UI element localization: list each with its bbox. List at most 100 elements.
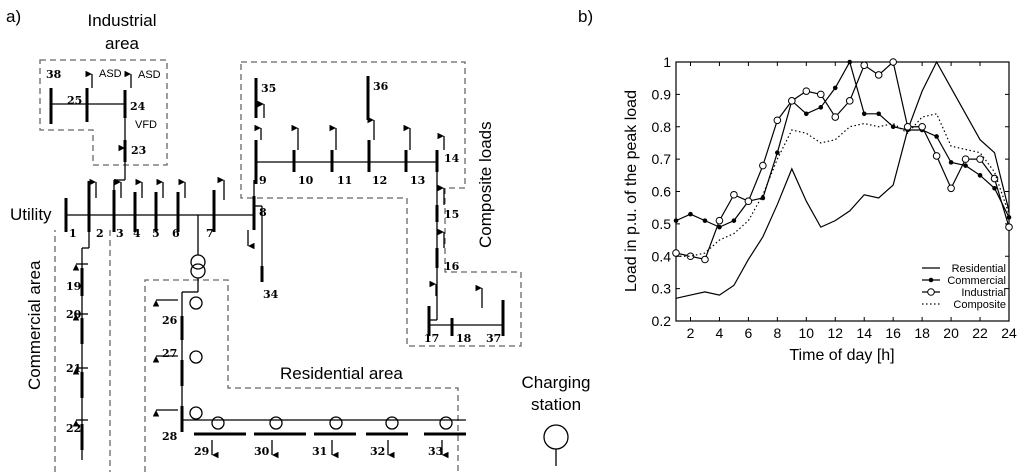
point-industrial bbox=[773, 116, 782, 125]
ev-charger-icon bbox=[189, 406, 203, 420]
asd-label-2: ASD bbox=[138, 69, 161, 81]
ev-charger-icon bbox=[329, 416, 343, 430]
legend-label-composite: Composite bbox=[953, 299, 1006, 311]
y-tick-label: 0.5 bbox=[652, 216, 672, 232]
bus-number-32: 32 bbox=[370, 445, 385, 458]
network-lines bbox=[51, 70, 503, 460]
bus-number-21: 21 bbox=[66, 362, 81, 375]
bus-number-5: 5 bbox=[152, 227, 160, 240]
residential-area-boundary bbox=[144, 279, 459, 472]
transformer-icon-winding bbox=[190, 263, 206, 279]
bus-number-23: 23 bbox=[131, 144, 146, 157]
x-tick-label: 4 bbox=[716, 325, 724, 341]
bus-number-3: 3 bbox=[116, 227, 124, 240]
y-tick-label: 0.2 bbox=[652, 313, 672, 329]
point-industrial bbox=[874, 71, 883, 79]
bus-number-25: 25 bbox=[67, 94, 82, 107]
point-industrial bbox=[947, 184, 955, 193]
legend-label-commercial: Commercial bbox=[947, 275, 1006, 287]
point-industrial bbox=[845, 97, 854, 105]
series-line-industrial bbox=[675, 60, 1010, 261]
bus-number-13: 13 bbox=[410, 174, 425, 187]
point-commercial bbox=[818, 105, 824, 110]
point-industrial bbox=[802, 87, 811, 95]
bus-number-33: 33 bbox=[428, 445, 443, 458]
point-industrial bbox=[831, 113, 840, 121]
charging-station-icon bbox=[543, 424, 569, 450]
point-commercial bbox=[992, 185, 997, 191]
bus-number-7: 7 bbox=[206, 227, 214, 240]
point-industrial bbox=[889, 58, 897, 66]
bus-number-38: 38 bbox=[46, 68, 62, 81]
x-axis-ticks: 2 4 6 8 10 12 14 16 18 20 22 24 bbox=[687, 62, 1017, 341]
panel-a-label: a) bbox=[6, 7, 21, 26]
industrial-area-boundary bbox=[39, 59, 168, 166]
point-industrial bbox=[961, 155, 970, 163]
ev-charger-icon bbox=[439, 416, 453, 430]
point-industrial bbox=[744, 197, 753, 206]
bus-number-30: 30 bbox=[254, 445, 270, 458]
ev-charger-icon bbox=[189, 350, 203, 364]
bus-number-26: 26 bbox=[162, 314, 178, 327]
y-tick-label: 1 bbox=[663, 54, 671, 70]
point-commercial bbox=[688, 211, 693, 217]
load-profile-chart: b) 0.20.30.40.50.60.70.80.91 2 4 6 8 10 12 14 1… bbox=[578, 7, 1017, 364]
point-commercial bbox=[717, 224, 722, 230]
bus-number-29: 29 bbox=[194, 445, 209, 458]
x-tick-label: 8 bbox=[773, 325, 781, 341]
ev-charger-icon bbox=[189, 296, 203, 310]
network-diagram: a) Industrial area Utility Commercial ar… bbox=[6, 7, 591, 472]
point-industrial bbox=[730, 190, 738, 199]
point-industrial bbox=[918, 122, 926, 131]
point-commercial bbox=[934, 134, 939, 139]
x-tick-label: 6 bbox=[744, 325, 752, 341]
bus-number-10: 10 bbox=[298, 174, 314, 187]
x-tick-label: 22 bbox=[972, 325, 988, 341]
y-axis-label: Load in p.u. of the peak load bbox=[623, 90, 640, 292]
bus-number-19: 19 bbox=[66, 280, 81, 293]
bus-number-15: 15 bbox=[444, 208, 459, 221]
x-tick-label: 2 bbox=[687, 325, 695, 341]
point-industrial bbox=[816, 90, 825, 99]
bus-number-34: 34 bbox=[263, 288, 279, 301]
bus-number-14: 14 bbox=[444, 152, 460, 165]
bus-number-20: 20 bbox=[66, 308, 82, 321]
point-industrial bbox=[788, 97, 796, 105]
bus-number-24: 24 bbox=[130, 100, 146, 113]
series-line-residential bbox=[675, 60, 1010, 299]
point-commercial bbox=[977, 173, 983, 178]
panel-b-label: b) bbox=[578, 7, 593, 26]
y-tick-label: 0.3 bbox=[652, 281, 672, 297]
industrial-area-label-line1: Industrial bbox=[88, 11, 157, 30]
point-industrial bbox=[715, 216, 724, 225]
x-tick-label: 24 bbox=[1001, 325, 1017, 341]
point-commercial bbox=[832, 85, 838, 91]
point-commercial bbox=[731, 218, 737, 223]
point-industrial bbox=[932, 152, 941, 160]
point-industrial bbox=[701, 255, 709, 264]
composite-area-boundary bbox=[240, 61, 522, 347]
bus-number-2: 2 bbox=[96, 227, 104, 240]
bus-number-18: 18 bbox=[456, 332, 472, 345]
y-tick-label: 0.7 bbox=[652, 151, 672, 167]
x-tick-label: 18 bbox=[914, 325, 930, 341]
bus-number-35: 35 bbox=[261, 82, 276, 95]
asd-label-1: ASD bbox=[99, 68, 122, 80]
point-commercial bbox=[861, 111, 867, 117]
bus-number-17: 17 bbox=[424, 332, 439, 345]
vfd-label: VFD bbox=[135, 119, 157, 131]
bus-number-22: 22 bbox=[66, 422, 81, 435]
legend-label-industrial: Industrial bbox=[961, 287, 1006, 299]
point-industrial bbox=[686, 252, 695, 261]
point-commercial bbox=[876, 111, 881, 117]
point-commercial bbox=[760, 195, 766, 201]
x-tick-label: 16 bbox=[885, 325, 901, 341]
composite-loads-label: Composite loads bbox=[476, 121, 495, 248]
bus-number-36: 36 bbox=[373, 80, 389, 93]
series-line-commercial bbox=[675, 60, 1010, 228]
point-industrial bbox=[672, 249, 680, 257]
bus-number-28: 28 bbox=[162, 430, 178, 443]
point-industrial bbox=[990, 174, 999, 183]
